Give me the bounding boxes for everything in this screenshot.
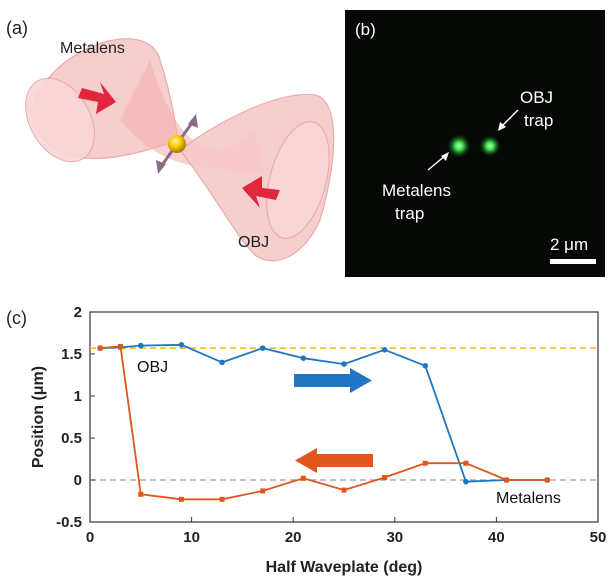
y-tick-label: 1.5 — [61, 346, 82, 363]
panel-c-label: (c) — [6, 308, 27, 328]
left-beam-aperture — [25, 77, 95, 163]
data-point — [97, 345, 103, 351]
metalens-direction-arrow-icon — [78, 82, 116, 114]
y-tick-label: 2 — [74, 304, 82, 321]
x-tick-label: 20 — [285, 529, 302, 546]
beam-illustration — [25, 38, 335, 262]
beam-waist — [120, 60, 265, 175]
metalens-series-label: Metalens — [496, 490, 561, 507]
data-point — [544, 477, 550, 483]
series-metalens — [97, 343, 550, 502]
data-point — [341, 487, 347, 493]
obj-sweep-arrow-icon — [294, 368, 372, 393]
data-point — [381, 347, 388, 353]
data-point — [138, 342, 144, 349]
y-tick-label: 0 — [74, 472, 82, 489]
panel-c: (c) 0 10 20 30 40 50 -0.500.511.52 OBJ Metale… — [6, 304, 606, 576]
data-point — [463, 478, 469, 485]
data-point — [463, 460, 469, 466]
data-point — [219, 496, 225, 502]
y-tick-label: 0.5 — [61, 430, 82, 447]
right-beam-aperture — [266, 121, 330, 239]
data-point — [422, 362, 429, 369]
panel-a-label: (a) — [6, 18, 28, 38]
trapped-bead-icon — [168, 135, 186, 153]
panel-a: (a) Metalens OBJ — [6, 18, 335, 262]
data-point — [422, 460, 428, 466]
obj-trap-pointer-icon — [498, 109, 519, 131]
y-tick-label: 1 — [74, 388, 82, 405]
obj-series-label: OBJ — [137, 359, 168, 376]
x-tick-label: 50 — [590, 529, 607, 546]
metalens-sweep-arrow-icon — [295, 448, 373, 473]
data-point — [382, 474, 388, 480]
data-point — [138, 491, 144, 497]
x-tick-label: 40 — [488, 529, 505, 546]
y-axis-ticks: -0.5 0 0.5 1 1.5 2 — [56, 304, 95, 531]
data-point — [178, 341, 185, 348]
data-point — [504, 477, 510, 483]
x-tick-label: 10 — [183, 529, 200, 546]
obj-label: OBJ — [238, 234, 269, 251]
obj-direction-arrow-icon — [242, 176, 280, 208]
metalens-trap-label-line2: trap — [395, 204, 424, 223]
data-point — [219, 359, 225, 366]
plot-frame — [89, 311, 599, 523]
panel-b-label: (b) — [355, 20, 376, 39]
panel-b: (b) OBJ trap Metalens trap 2 μm — [345, 10, 605, 277]
obj-trap-spot — [479, 135, 501, 157]
x-axis-ticks: 0 10 20 30 40 50 — [86, 517, 607, 546]
y-tick-label: -0.5 — [56, 514, 82, 531]
x-axis-title: Half Waveplate (deg) — [266, 559, 423, 576]
x-tick-label: 30 — [386, 529, 403, 546]
metalens-trap-label-line1: Metalens — [382, 181, 451, 200]
microscope-image — [345, 10, 605, 277]
scale-bar-label: 2 μm — [550, 235, 588, 254]
data-point — [341, 361, 347, 367]
metalens-trap-pointer-icon — [427, 152, 449, 171]
obj-trap-label-line2: trap — [524, 111, 553, 130]
obj-trap-label-line1: OBJ — [520, 88, 553, 107]
data-point — [178, 496, 184, 502]
metalens-trap-spot — [447, 134, 471, 158]
x-tick-label: 0 — [86, 529, 94, 546]
y-axis-title: Position (μm) — [30, 366, 47, 468]
data-point — [300, 355, 307, 362]
data-point — [300, 475, 306, 481]
scale-bar — [550, 259, 596, 264]
data-point — [259, 345, 266, 351]
data-point — [117, 343, 123, 349]
data-point — [260, 488, 266, 494]
series-layer — [97, 341, 550, 502]
metalens-label: Metalens — [60, 40, 125, 57]
